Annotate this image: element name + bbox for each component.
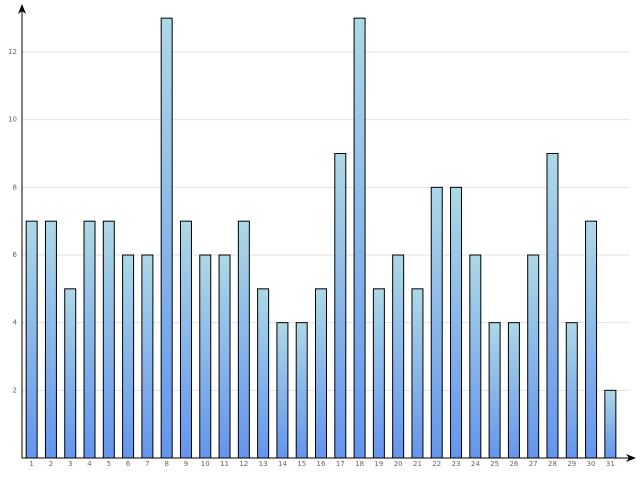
- bar: [430, 186, 443, 459]
- bar: [141, 254, 154, 459]
- x-tick-label: 9: [184, 460, 188, 468]
- bar: [546, 153, 559, 459]
- x-tick-label: 11: [220, 460, 229, 468]
- bar: [353, 17, 366, 459]
- y-axis-arrow: [18, 4, 26, 14]
- y-tick-label: 6: [13, 251, 18, 259]
- x-tick-label: 31: [606, 460, 615, 468]
- y-tick-label: 2: [13, 386, 17, 394]
- y-tick-label: 8: [13, 183, 17, 191]
- bar: [334, 153, 347, 459]
- bar: [160, 17, 173, 459]
- bar: [102, 220, 115, 459]
- x-tick-label: 29: [567, 460, 576, 468]
- x-tick-label: 15: [297, 460, 306, 468]
- x-tick-label: 13: [259, 460, 268, 468]
- bar: [276, 322, 289, 459]
- x-tick-label: 18: [355, 460, 364, 468]
- bar: [122, 254, 135, 459]
- x-axis-arrow: [626, 454, 636, 462]
- y-tick-label: 12: [8, 48, 17, 56]
- x-tick-label: 3: [68, 460, 72, 468]
- bar: [411, 288, 424, 459]
- x-tick-label: 24: [471, 460, 480, 468]
- x-tick-label: 10: [201, 460, 210, 468]
- x-tick-label: 16: [317, 460, 326, 468]
- y-tick-label: 10: [8, 116, 17, 124]
- bar: [44, 220, 57, 459]
- bar: [604, 389, 617, 459]
- x-tick-label: 28: [548, 460, 557, 468]
- x-tick-label: 19: [374, 460, 383, 468]
- bar: [64, 288, 77, 459]
- bar: [527, 254, 540, 459]
- bar: [565, 322, 578, 459]
- x-tick-label: 4: [87, 460, 92, 468]
- x-tick-label: 27: [529, 460, 538, 468]
- bar: [25, 220, 38, 459]
- x-tick-label: 21: [413, 460, 422, 468]
- x-tick-label: 7: [145, 460, 149, 468]
- x-tick-label: 26: [509, 460, 518, 468]
- x-tick-label: 17: [336, 460, 345, 468]
- y-tick-label: 4: [13, 319, 18, 327]
- bar: [585, 220, 598, 459]
- bar: [199, 254, 212, 459]
- bar: [469, 254, 482, 459]
- x-tick-label: 6: [126, 460, 131, 468]
- bar: [257, 288, 270, 459]
- bar: [315, 288, 327, 459]
- bar: [295, 322, 308, 459]
- bar: [179, 220, 192, 459]
- bar: [218, 254, 231, 459]
- bar: [488, 322, 501, 459]
- x-tick-label: 22: [432, 460, 441, 468]
- x-tick-label: 8: [164, 460, 168, 468]
- x-tick-label: 20: [394, 460, 403, 468]
- bar: [83, 220, 96, 459]
- bar: [450, 186, 463, 459]
- bar: [507, 322, 520, 459]
- x-tick-label: 25: [490, 460, 499, 468]
- x-tick-label: 2: [49, 460, 53, 468]
- x-tick-label: 14: [278, 460, 287, 468]
- bar: [392, 254, 405, 459]
- x-tick-label: 1: [29, 460, 33, 468]
- x-tick-label: 5: [107, 460, 111, 468]
- x-tick-label: 30: [587, 460, 596, 468]
- x-tick-label: 23: [452, 460, 461, 468]
- bar: [372, 288, 385, 459]
- bar: [237, 220, 250, 459]
- x-tick-label: 12: [239, 460, 248, 468]
